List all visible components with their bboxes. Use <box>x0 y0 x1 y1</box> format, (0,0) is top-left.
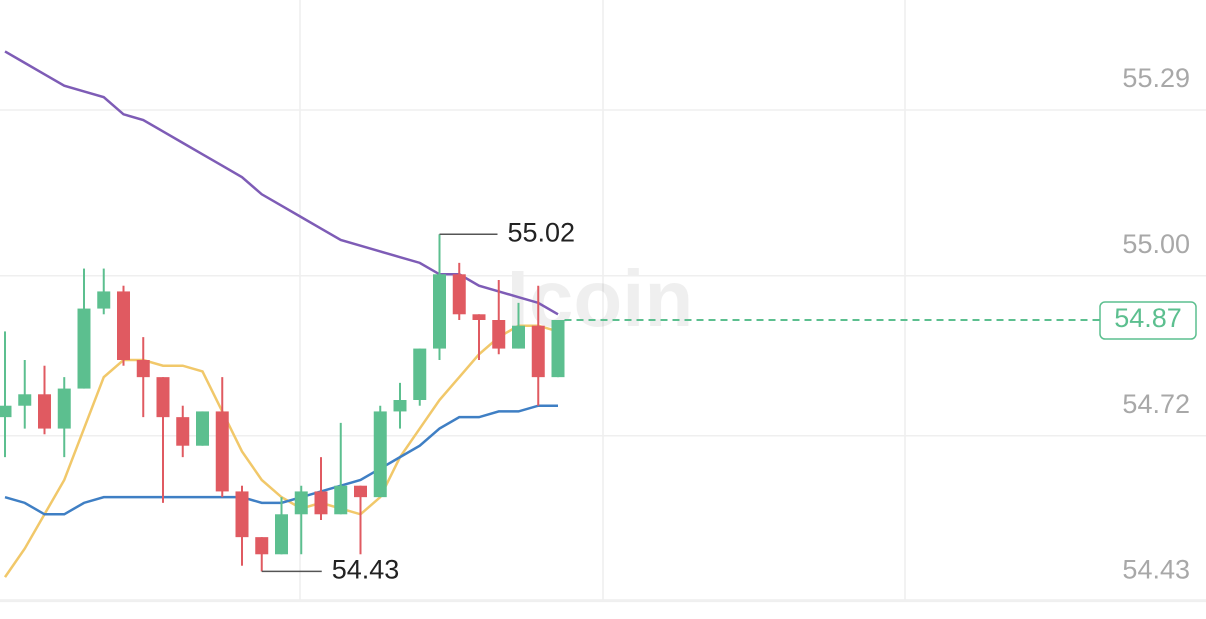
high-label: 55.02 <box>508 217 576 247</box>
y-tick-label: 54.43 <box>1122 555 1190 585</box>
y-tick-label: 54.72 <box>1122 389 1190 419</box>
candle-body <box>334 485 348 515</box>
candle-body <box>275 514 288 555</box>
y-tick-label: 55.29 <box>1122 63 1190 93</box>
candle-body <box>492 320 506 349</box>
candle-body <box>156 377 170 418</box>
candle-body <box>354 485 367 498</box>
last-price-label: 54.87 <box>1114 303 1182 333</box>
candle-body <box>452 274 466 315</box>
candle-body <box>294 491 308 515</box>
candle-body <box>136 360 150 378</box>
candle-body <box>551 320 565 378</box>
candle-body <box>531 325 545 378</box>
candle-body <box>97 291 111 309</box>
candle-body <box>512 325 525 349</box>
candle-body <box>38 394 51 429</box>
low-label: 54.43 <box>332 555 400 585</box>
candle-body <box>373 411 387 498</box>
candle-body <box>57 388 71 429</box>
candle-body <box>117 291 130 360</box>
candle-body <box>314 491 328 515</box>
candle-body <box>196 411 209 446</box>
candle-body <box>472 314 486 320</box>
candle-body <box>433 274 446 349</box>
candle-body <box>255 537 269 555</box>
candle-body <box>77 308 91 389</box>
ma-line <box>4 50 559 316</box>
y-tick-label: 55.00 <box>1122 229 1190 259</box>
candle-body <box>393 400 407 412</box>
candle-body <box>215 411 229 492</box>
candle-body <box>176 417 190 446</box>
candle-body <box>0 405 12 418</box>
candle-body <box>235 491 249 538</box>
candle-body <box>18 394 32 406</box>
last-price-box <box>1099 301 1197 340</box>
candle-body <box>413 348 427 400</box>
